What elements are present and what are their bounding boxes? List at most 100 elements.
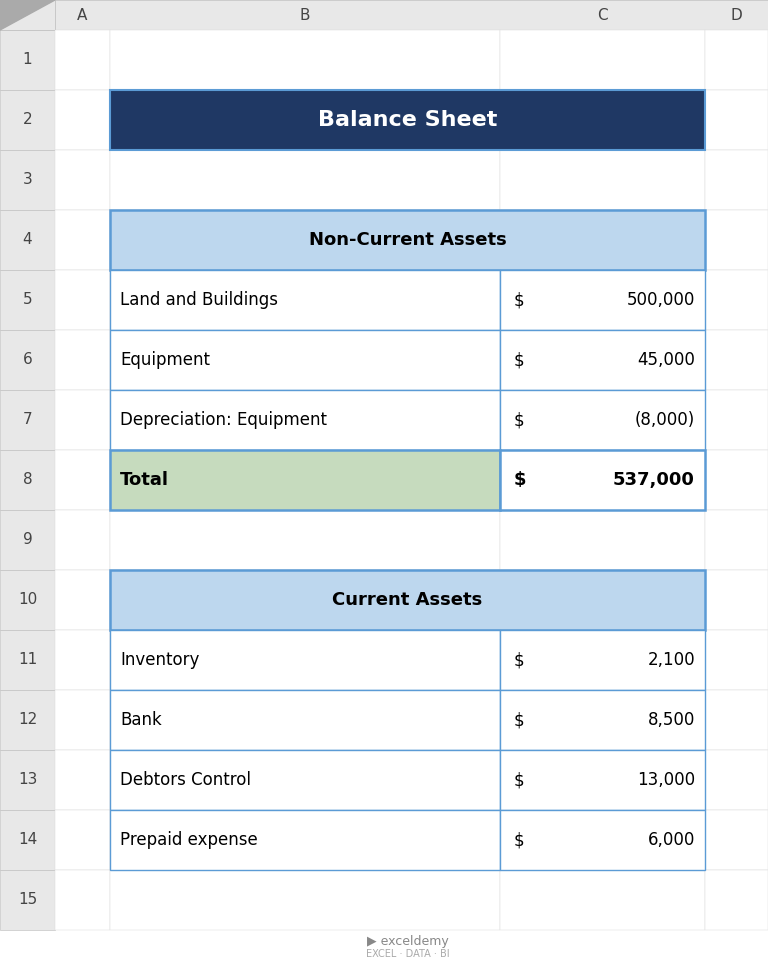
Bar bbox=[705, 210, 768, 270]
Bar bbox=[55, 210, 110, 270]
Text: 500,000: 500,000 bbox=[627, 291, 695, 309]
Text: Depreciation: Equipment: Depreciation: Equipment bbox=[120, 411, 327, 429]
Bar bbox=[705, 870, 768, 930]
Text: 2: 2 bbox=[23, 112, 32, 128]
Bar bbox=[500, 810, 705, 870]
Text: 13: 13 bbox=[18, 773, 37, 787]
Bar bbox=[110, 210, 705, 270]
Bar bbox=[500, 270, 705, 330]
Bar bbox=[500, 330, 705, 390]
Text: $: $ bbox=[514, 771, 525, 789]
Bar bbox=[500, 390, 705, 450]
Text: 1: 1 bbox=[23, 53, 32, 67]
Bar bbox=[0, 0, 768, 30]
Bar bbox=[0, 270, 55, 330]
Text: A: A bbox=[78, 8, 88, 22]
Bar bbox=[110, 90, 500, 150]
Bar bbox=[110, 330, 500, 390]
Bar bbox=[110, 450, 500, 510]
Bar bbox=[110, 270, 500, 330]
Bar bbox=[0, 0, 55, 30]
Bar bbox=[110, 270, 500, 330]
Text: $: $ bbox=[514, 711, 525, 729]
Polygon shape bbox=[0, 0, 55, 30]
Text: ▶ exceldemy: ▶ exceldemy bbox=[366, 935, 449, 948]
Text: Non-Current Assets: Non-Current Assets bbox=[309, 231, 506, 249]
Bar bbox=[110, 210, 500, 270]
Text: 6: 6 bbox=[22, 352, 32, 368]
Text: Current Assets: Current Assets bbox=[333, 591, 482, 609]
Text: 3: 3 bbox=[22, 173, 32, 187]
Bar bbox=[500, 690, 705, 750]
Bar bbox=[500, 450, 705, 510]
Bar bbox=[500, 810, 705, 870]
Bar bbox=[705, 810, 768, 870]
Bar bbox=[110, 810, 500, 870]
Text: 8,500: 8,500 bbox=[647, 711, 695, 729]
Bar bbox=[110, 150, 500, 210]
Bar bbox=[0, 30, 55, 90]
Bar bbox=[110, 750, 500, 810]
Text: Debtors Control: Debtors Control bbox=[120, 771, 251, 789]
Bar bbox=[110, 750, 500, 810]
Bar bbox=[0, 630, 55, 690]
Bar bbox=[0, 150, 55, 210]
Text: B: B bbox=[300, 8, 310, 22]
Bar bbox=[110, 690, 500, 750]
Text: 14: 14 bbox=[18, 832, 37, 848]
Bar bbox=[110, 390, 500, 450]
Bar bbox=[55, 810, 110, 870]
Text: 5: 5 bbox=[23, 293, 32, 307]
Bar bbox=[110, 330, 500, 390]
Bar bbox=[0, 810, 55, 870]
Bar bbox=[0, 750, 55, 810]
Bar bbox=[500, 330, 705, 390]
Bar bbox=[705, 630, 768, 690]
Text: 13,000: 13,000 bbox=[637, 771, 695, 789]
Bar bbox=[110, 90, 705, 150]
Bar bbox=[500, 870, 705, 930]
Bar bbox=[500, 510, 705, 570]
Bar bbox=[500, 570, 705, 630]
Bar bbox=[0, 870, 55, 930]
Bar bbox=[705, 510, 768, 570]
Bar bbox=[110, 630, 500, 690]
Bar bbox=[55, 630, 110, 690]
Bar bbox=[55, 570, 110, 630]
Bar bbox=[110, 630, 500, 690]
Text: Inventory: Inventory bbox=[120, 651, 200, 669]
Text: $: $ bbox=[514, 651, 525, 669]
Text: 6,000: 6,000 bbox=[647, 831, 695, 849]
Bar bbox=[55, 750, 110, 810]
Bar bbox=[110, 570, 500, 630]
Bar bbox=[110, 870, 500, 930]
Bar bbox=[55, 150, 110, 210]
Bar bbox=[705, 270, 768, 330]
Bar bbox=[110, 30, 500, 90]
Text: (8,000): (8,000) bbox=[634, 411, 695, 429]
Bar bbox=[705, 570, 768, 630]
Text: 7: 7 bbox=[23, 413, 32, 427]
Bar bbox=[500, 390, 705, 450]
Text: Land and Buildings: Land and Buildings bbox=[120, 291, 278, 309]
Bar bbox=[110, 510, 500, 570]
Bar bbox=[500, 630, 705, 690]
Bar bbox=[110, 390, 500, 450]
Bar bbox=[0, 390, 55, 450]
Text: 15: 15 bbox=[18, 893, 37, 907]
Bar bbox=[500, 90, 705, 150]
Bar bbox=[705, 690, 768, 750]
Bar bbox=[55, 390, 110, 450]
Text: $: $ bbox=[514, 291, 525, 309]
Text: $: $ bbox=[514, 831, 525, 849]
Bar bbox=[705, 750, 768, 810]
Text: $: $ bbox=[514, 411, 525, 429]
Bar bbox=[705, 150, 768, 210]
Text: Balance Sheet: Balance Sheet bbox=[318, 110, 497, 130]
Text: Bank: Bank bbox=[120, 711, 162, 729]
Bar bbox=[705, 330, 768, 390]
Text: 45,000: 45,000 bbox=[637, 351, 695, 369]
Bar bbox=[705, 90, 768, 150]
Text: 12: 12 bbox=[18, 712, 37, 728]
Text: 4: 4 bbox=[23, 232, 32, 248]
